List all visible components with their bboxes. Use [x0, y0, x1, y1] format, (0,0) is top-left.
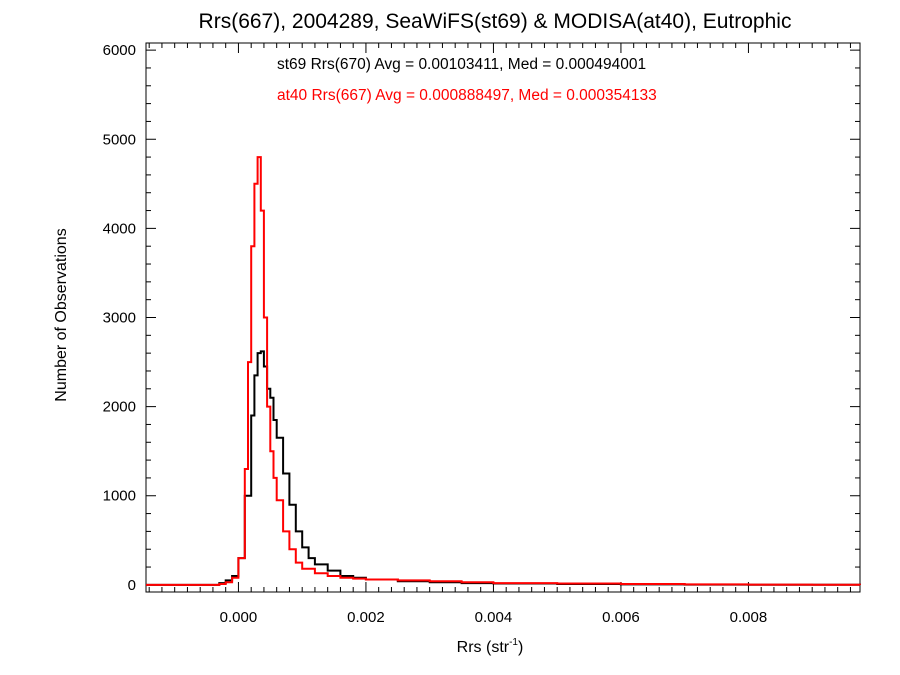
y-axis-label: Number of Observations [53, 228, 70, 401]
x-axis-label: Rrs (str-1) [457, 637, 524, 656]
y-tick-label: 2000 [103, 399, 136, 416]
x-tick-label: 0.008 [730, 609, 768, 626]
x-tick-label: 0.006 [602, 609, 640, 626]
chart-title: Rrs(667), 2004289, SeaWiFS(st69) & MODIS… [199, 10, 792, 33]
y-tick-label: 5000 [103, 131, 136, 148]
y-tick-label: 4000 [103, 220, 136, 237]
series-annotation-at40: at40 Rrs(667) Avg = 0.000888497, Med = 0… [277, 87, 657, 104]
series-annotation-st69: st69 Rrs(670) Avg = 0.00103411, Med = 0.… [277, 56, 646, 73]
x-tick-label: 0.000 [220, 609, 258, 626]
series-line-st69 [146, 350, 861, 586]
x-tick-label: 0.002 [347, 609, 385, 626]
y-tick-label: 6000 [103, 42, 136, 59]
axis-tick-labels: 0.000 0.002 0.004 0.006 0.008 0 1000 2000 3000 40… [103, 42, 768, 626]
data-series [146, 156, 861, 586]
y-tick-label: 1000 [103, 488, 136, 505]
x-axis-label-superscript: -1 [509, 637, 518, 648]
axis-ticks [146, 43, 860, 592]
y-tick-label: 0 [128, 577, 136, 594]
series-line-at40 [146, 156, 861, 586]
plot-frame [145, 42, 861, 593]
y-tick-label: 3000 [103, 310, 136, 327]
x-axis-label-text: Rrs (str [457, 639, 510, 656]
x-axis-label-close: ) [518, 639, 523, 656]
x-tick-label: 0.004 [475, 609, 513, 626]
